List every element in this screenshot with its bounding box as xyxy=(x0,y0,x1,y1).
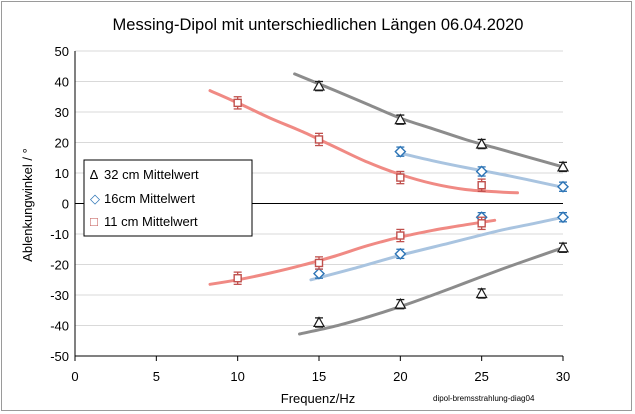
y-axis-label: Ablenkungwinkel / ° xyxy=(20,148,35,262)
triangle-marker xyxy=(556,160,570,172)
trend-line xyxy=(208,218,497,286)
diamond-marker xyxy=(313,267,325,280)
y-tick-label: -10 xyxy=(50,227,69,242)
triangle-marker xyxy=(394,297,407,309)
trend-line xyxy=(293,72,565,169)
data-points xyxy=(233,79,570,328)
data-point xyxy=(475,287,488,299)
data-point xyxy=(394,297,407,310)
triangle-marker xyxy=(556,241,570,253)
legend-label-16cm: 16cm Mittelwert xyxy=(104,191,195,206)
x-tick-label: 10 xyxy=(230,369,244,384)
data-point xyxy=(557,180,569,193)
x-tick-label: 20 xyxy=(393,369,407,384)
x-tick-label: 25 xyxy=(474,369,488,384)
data-point xyxy=(396,170,405,185)
x-tick-label: 30 xyxy=(556,369,570,384)
triangle-marker xyxy=(475,137,488,149)
y-tick-label: -50 xyxy=(50,349,69,364)
data-point xyxy=(314,256,324,270)
x-tick-label: 15 xyxy=(312,369,326,384)
y-tick-label: 20 xyxy=(55,136,69,151)
y-tick-label: 10 xyxy=(55,166,69,181)
square-marker xyxy=(477,219,486,228)
y-tick-label: -20 xyxy=(50,258,69,273)
legend: ∆ 32 cm Mittelwert ◇ 16cm Mittelwert □ 1… xyxy=(83,159,253,237)
legend-marker-11cm: □ xyxy=(90,214,98,229)
data-point xyxy=(396,228,405,243)
data-point xyxy=(557,211,569,224)
data-point xyxy=(475,137,488,150)
y-tick-label: 0 xyxy=(62,197,69,212)
legend-label-11cm: 11 cm Mittelwert xyxy=(104,214,198,229)
square-marker xyxy=(396,231,405,240)
trend-line xyxy=(309,215,565,282)
square-marker xyxy=(396,173,405,182)
legend-marker-16cm: ◇ xyxy=(90,191,100,206)
data-point xyxy=(312,79,326,92)
square-marker xyxy=(233,98,242,108)
data-point xyxy=(314,132,324,147)
data-point xyxy=(556,241,570,253)
square-marker xyxy=(314,135,324,144)
square-marker xyxy=(314,258,324,268)
y-tick-label: 40 xyxy=(55,75,69,90)
legend-marker-32cm: ∆ xyxy=(90,167,98,182)
chart-title: Messing-Dipol mit unterschiedlichen Läng… xyxy=(113,16,524,34)
triangle-marker xyxy=(394,113,407,125)
diamond-marker xyxy=(557,180,569,193)
diamond-marker xyxy=(475,165,488,178)
trend-lines xyxy=(208,72,565,336)
diamond-marker xyxy=(394,247,407,260)
trend-line xyxy=(208,89,519,195)
square-marker xyxy=(233,274,242,283)
data-point xyxy=(394,113,407,125)
y-tick-label: -30 xyxy=(50,288,69,303)
data-point xyxy=(394,247,407,260)
x-tick-label: 0 xyxy=(71,369,78,384)
data-point xyxy=(475,165,488,178)
data-point xyxy=(477,178,486,192)
diamond-marker xyxy=(557,211,569,224)
data-point xyxy=(233,96,242,110)
square-marker xyxy=(477,180,486,190)
data-point xyxy=(477,216,486,231)
footnote: dipol-bremsstrahlung-diag04 xyxy=(433,394,535,403)
y-tick-label: 30 xyxy=(55,105,69,120)
x-tick-label: 5 xyxy=(153,369,160,384)
x-axis-label: Frequenz/Hz xyxy=(281,391,355,406)
triangle-marker xyxy=(475,287,488,299)
data-point xyxy=(312,316,326,328)
trend-line xyxy=(298,246,565,336)
legend-label-32cm: 32 cm Mittelwert xyxy=(104,167,199,182)
y-tick-label: 50 xyxy=(55,44,69,59)
data-point xyxy=(233,271,242,285)
y-tick-label: -40 xyxy=(50,319,69,334)
diamond-marker xyxy=(394,145,407,158)
triangle-marker xyxy=(312,79,326,91)
data-point xyxy=(556,160,570,173)
data-point xyxy=(394,145,407,158)
legend-box xyxy=(83,159,253,237)
triangle-marker xyxy=(312,316,326,328)
